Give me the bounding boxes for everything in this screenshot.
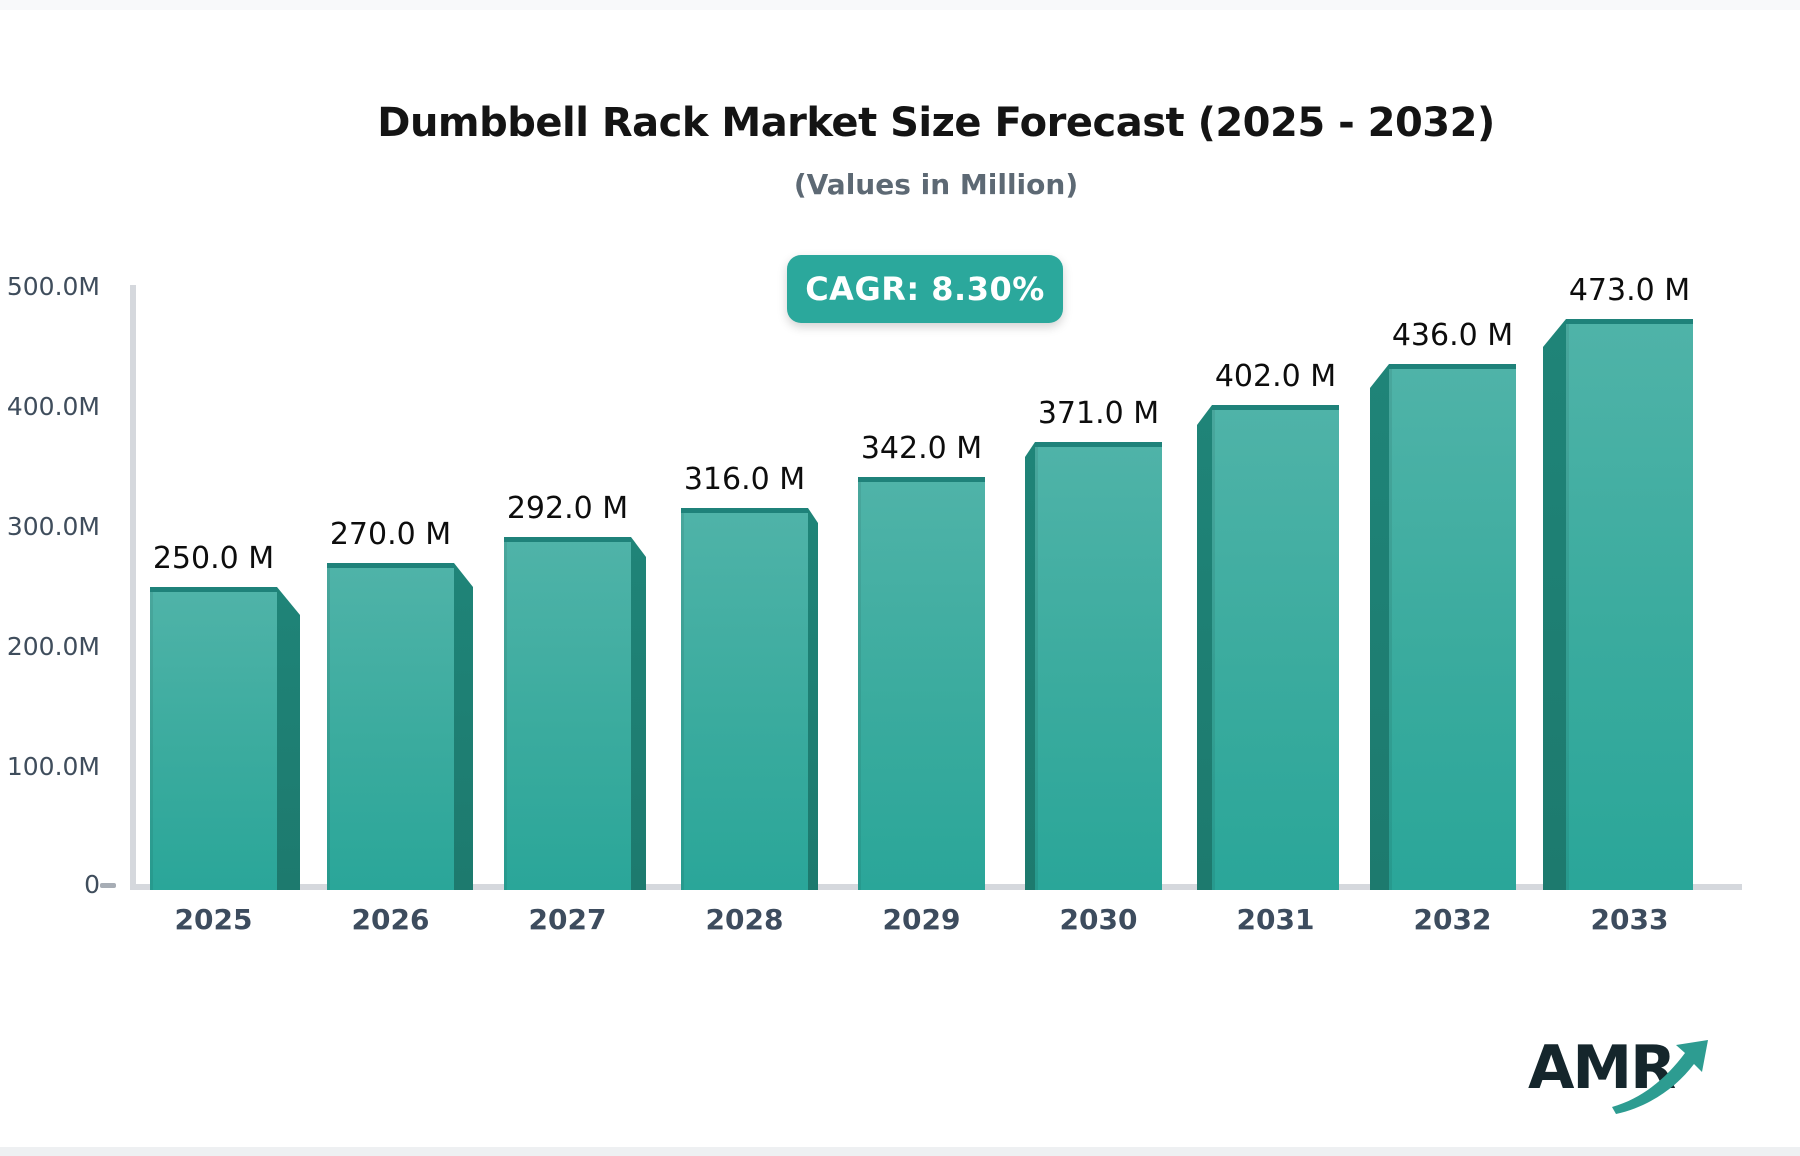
bar-value-label: 316.0 M: [683, 462, 806, 497]
y-axis-line: [130, 285, 136, 886]
bar-value-label: 342.0 M: [860, 431, 983, 466]
x-axis-category-label: 2032: [1413, 903, 1492, 936]
bar-2030[interactable]: [1035, 442, 1162, 890]
bar-value-label: 250.0 M: [152, 541, 275, 576]
y-axis-tick-label: 400.0M: [6, 392, 100, 421]
x-axis-category-label: 2029: [882, 903, 961, 936]
y-axis-tick-label: 500.0M: [6, 272, 100, 301]
y-axis-tick-label: 0: [84, 870, 100, 899]
bar-3d-side: [1370, 364, 1389, 890]
bar-2031[interactable]: [1212, 405, 1339, 890]
bar-2029[interactable]: [858, 477, 985, 890]
bar-3d-side: [631, 537, 646, 890]
bar-value-label: 292.0 M: [506, 491, 629, 526]
bar-2026[interactable]: [327, 563, 454, 890]
bar-2028[interactable]: [681, 508, 808, 890]
bottom-edge-strip: [0, 1147, 1800, 1156]
y-axis-tick-label: 300.0M: [6, 512, 100, 541]
bar-value-label: 270.0 M: [329, 517, 452, 552]
y-axis-tick-label: 200.0M: [6, 632, 100, 661]
bar-2025[interactable]: [150, 587, 277, 890]
x-axis-category-label: 2031: [1236, 903, 1315, 936]
amr-logo-arrow-icon: [1612, 1040, 1708, 1114]
chart-title: Dumbbell Rack Market Size Forecast (2025…: [377, 100, 1495, 146]
bar-3d-side: [454, 563, 473, 890]
bar-value-label: 436.0 M: [1391, 318, 1514, 353]
chart-subtitle: (Values in Million): [793, 168, 1079, 201]
x-axis-category-label: 2026: [351, 903, 430, 936]
y-axis-tick-label: 100.0M: [6, 752, 100, 781]
bar-2027[interactable]: [504, 537, 631, 890]
bar-3d-side: [277, 587, 300, 890]
bar-3d-side: [1025, 442, 1035, 890]
zero-tick-mark: [100, 883, 116, 888]
bar-3d-side: [1197, 405, 1212, 890]
bar-2033[interactable]: [1566, 319, 1693, 890]
cagr-badge: CAGR: 8.30%: [787, 255, 1063, 323]
x-axis-category-label: 2025: [174, 903, 253, 936]
bar-3d-side: [1543, 319, 1566, 890]
bar-value-label: 402.0 M: [1214, 359, 1337, 394]
x-axis-category-label: 2027: [528, 903, 607, 936]
bar-2032[interactable]: [1389, 364, 1516, 890]
x-axis-category-label: 2033: [1590, 903, 1669, 936]
bar-value-label: 473.0 M: [1568, 273, 1691, 308]
bar-value-label: 371.0 M: [1037, 396, 1160, 431]
x-axis-category-label: 2028: [705, 903, 784, 936]
amr-logo: AMR: [1528, 1033, 1708, 1114]
bar-3d-side: [808, 508, 818, 890]
x-axis-category-label: 2030: [1059, 903, 1138, 936]
cagr-badge-label: CAGR: 8.30%: [805, 270, 1045, 308]
top-edge-strip: [0, 0, 1800, 10]
